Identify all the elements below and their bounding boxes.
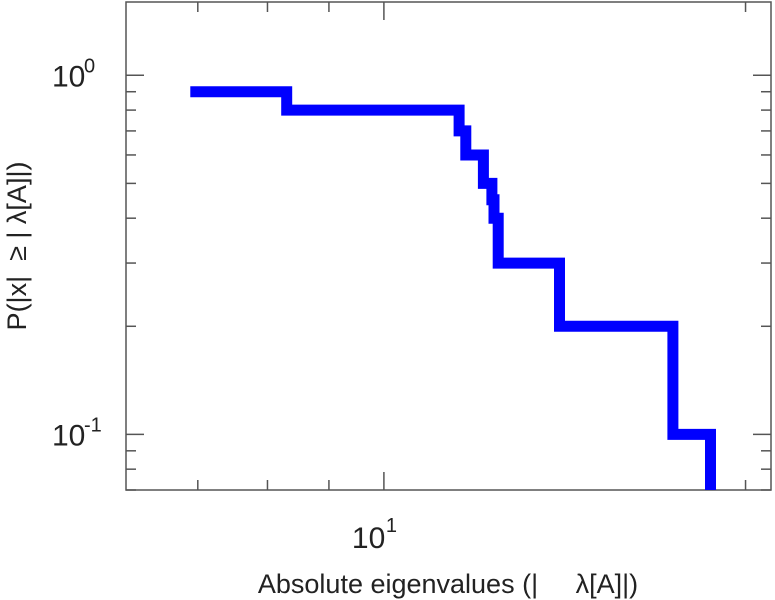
y-tick-label: 10 [52,419,85,452]
plot-frame [125,1,772,491]
axis-ticks [126,2,771,491]
y-axis-label: P(|x| ≥ | λ[A]|) [2,162,32,331]
series-group [190,86,716,490]
y-tick-exponent: 0 [84,55,95,77]
x-tick-label: 10 [352,522,385,555]
x-axis-label: Absolute eigenvalues (| λ[A]|) [258,569,638,599]
y-tick-exponent: -1 [84,414,102,436]
y-tick-label: 10 [52,60,85,93]
series-step-line [190,86,716,490]
x-tick-exponent: 1 [386,515,397,537]
